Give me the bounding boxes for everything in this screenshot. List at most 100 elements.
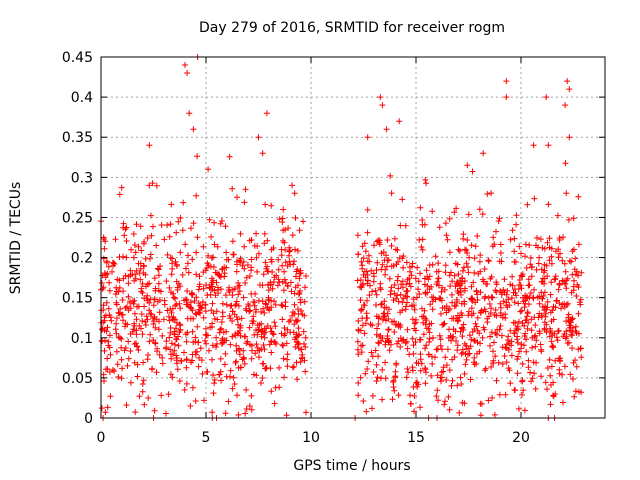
data-point [301,312,308,319]
data-point [536,310,543,317]
data-point [354,232,361,239]
data-point [159,332,166,339]
x-axis-ticks: 0 5 10 15 20 [97,57,530,446]
data-point [370,278,377,285]
data-point [548,363,555,370]
data-point [235,291,242,298]
data-point [382,317,389,324]
data-point [138,247,145,254]
data-point [174,286,181,293]
data-point [480,150,487,157]
data-point [373,378,380,384]
data-point [571,393,578,400]
data-point [553,334,560,341]
data-point [402,222,409,229]
data-point [438,378,444,385]
data-point [131,359,138,366]
data-point [457,289,464,295]
data-point [248,355,255,362]
data-point [526,282,533,289]
data-point [164,251,171,258]
data-point [556,280,563,287]
data-point [287,247,293,254]
data-point [577,296,584,303]
data-point [271,400,278,407]
data-point [294,247,301,254]
data-point [560,333,567,340]
data-point [525,301,532,308]
data-point [139,289,146,296]
data-point [451,209,458,216]
data-point [272,384,279,391]
data-point [183,338,190,345]
data-point [547,372,554,379]
data-point [465,269,472,276]
data-point [131,322,138,329]
data-point [530,142,537,149]
data-point [442,220,449,227]
data-point [273,272,280,279]
data-point [436,224,443,231]
data-point [106,369,113,375]
data-point [568,331,575,338]
data-point [253,254,260,261]
data-point [432,354,438,361]
data-point [406,280,413,287]
data-point [538,348,545,355]
data-point [218,319,225,325]
data-point [537,341,544,348]
data-point [144,235,151,241]
data-point [374,374,381,381]
data-point [258,308,264,315]
data-point [291,301,298,308]
data-point [226,312,233,319]
data-point [485,257,492,264]
data-point [145,395,152,401]
data-point [275,256,282,263]
data-point [416,236,423,243]
data-point [139,280,146,287]
data-point [156,297,163,303]
data-point [449,377,456,384]
data-point [255,250,262,257]
data-point [161,236,168,243]
data-point [503,78,510,85]
data-point [147,310,154,317]
data-point [302,284,308,291]
data-point [196,281,203,288]
data-point [523,265,530,271]
data-point [249,347,255,354]
data-point [555,328,561,335]
data-point [397,222,404,229]
data-point [547,291,554,298]
data-point [149,180,156,187]
data-point [140,377,147,384]
data-point [276,216,283,223]
data-point [544,239,551,246]
data-point [397,309,404,316]
data-point [163,338,170,345]
data-point [203,368,210,375]
data-point [213,308,220,315]
data-point [173,336,180,343]
data-point [284,363,291,370]
data-point [403,374,410,381]
data-point [505,365,512,372]
data-point [154,345,161,352]
data-point [441,401,448,408]
data-point [461,278,468,284]
data-point [268,328,275,335]
data-point [182,331,189,338]
data-point [123,238,130,244]
data-point [538,314,545,320]
data-point [242,186,249,193]
data-point [123,254,130,261]
data-point [235,411,242,418]
data-point [370,369,377,375]
data-point [135,243,142,250]
data-point [556,370,563,377]
data-point [459,275,466,282]
data-point [244,338,251,345]
data-point [517,282,524,289]
data-point [496,391,503,398]
